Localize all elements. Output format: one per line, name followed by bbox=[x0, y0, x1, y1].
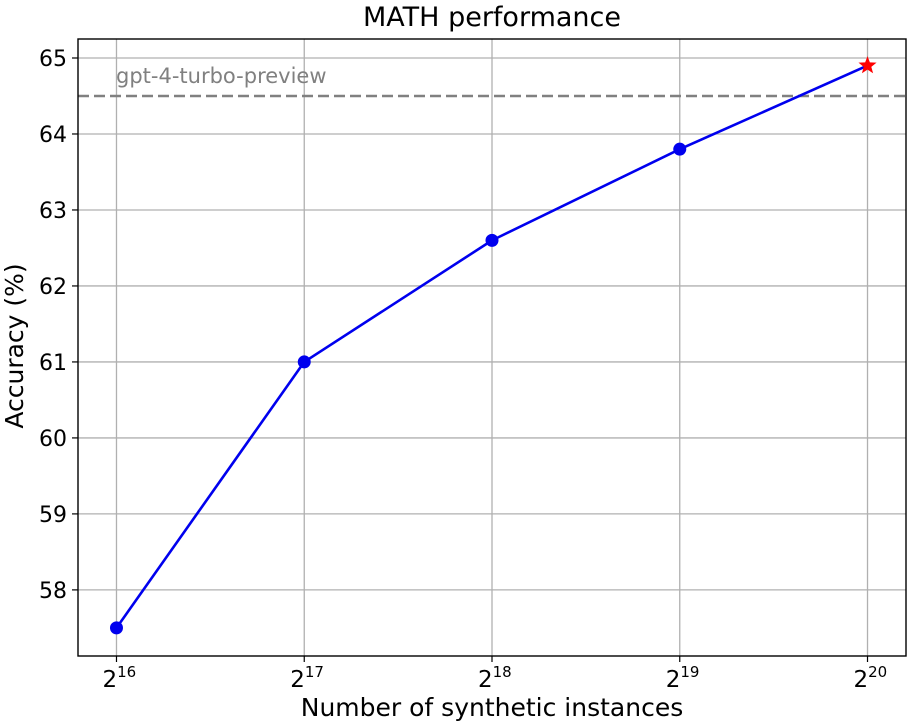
x-tick-exponent: 17 bbox=[305, 663, 324, 681]
x-tick-label: 218 bbox=[478, 663, 512, 693]
reference-line-label: gpt-4-turbo-preview bbox=[116, 64, 327, 88]
x-axis: 216 217 218 219 220 bbox=[102, 656, 887, 693]
highlight-star-point bbox=[858, 56, 877, 74]
x-tick-exponent: 18 bbox=[493, 663, 512, 681]
x-tick-base: 2 bbox=[290, 667, 305, 693]
reference-line-group: gpt-4-turbo-preview bbox=[78, 64, 906, 98]
grid bbox=[78, 39, 906, 656]
y-tick-label: 58 bbox=[39, 579, 67, 604]
y-tick-label: 59 bbox=[39, 503, 67, 528]
x-tick-exponent: 19 bbox=[680, 663, 699, 681]
y-tick-label: 62 bbox=[39, 275, 67, 300]
y-axis-label: Accuracy (%) bbox=[0, 263, 29, 428]
y-tick-label: 64 bbox=[39, 123, 67, 148]
y-tick-label: 63 bbox=[39, 199, 67, 224]
x-tick-base: 2 bbox=[478, 667, 493, 693]
x-tick-label: 220 bbox=[854, 663, 888, 693]
x-tick-base: 2 bbox=[666, 667, 681, 693]
data-point bbox=[109, 621, 123, 635]
y-tick-label: 65 bbox=[39, 47, 67, 72]
x-tick-label: 219 bbox=[666, 663, 700, 693]
x-tick-base: 2 bbox=[854, 667, 869, 693]
x-tick-label: 217 bbox=[290, 663, 324, 693]
series-line bbox=[115, 148, 681, 629]
x-axis-label: Number of synthetic instances bbox=[301, 693, 683, 722]
y-tick-label: 61 bbox=[39, 351, 67, 376]
y-axis: 58 59 60 61 62 63 64 65 bbox=[39, 47, 78, 604]
data-point bbox=[485, 233, 499, 247]
x-tick-label: 216 bbox=[102, 663, 136, 693]
x-tick-exponent: 20 bbox=[868, 663, 887, 681]
series-line bbox=[679, 64, 869, 151]
x-tick-exponent: 16 bbox=[117, 663, 136, 681]
data-point bbox=[297, 355, 311, 369]
y-tick-label: 60 bbox=[39, 427, 67, 452]
x-tick-base: 2 bbox=[102, 667, 117, 693]
chart-title: MATH performance bbox=[363, 2, 621, 33]
series-group bbox=[109, 56, 877, 635]
